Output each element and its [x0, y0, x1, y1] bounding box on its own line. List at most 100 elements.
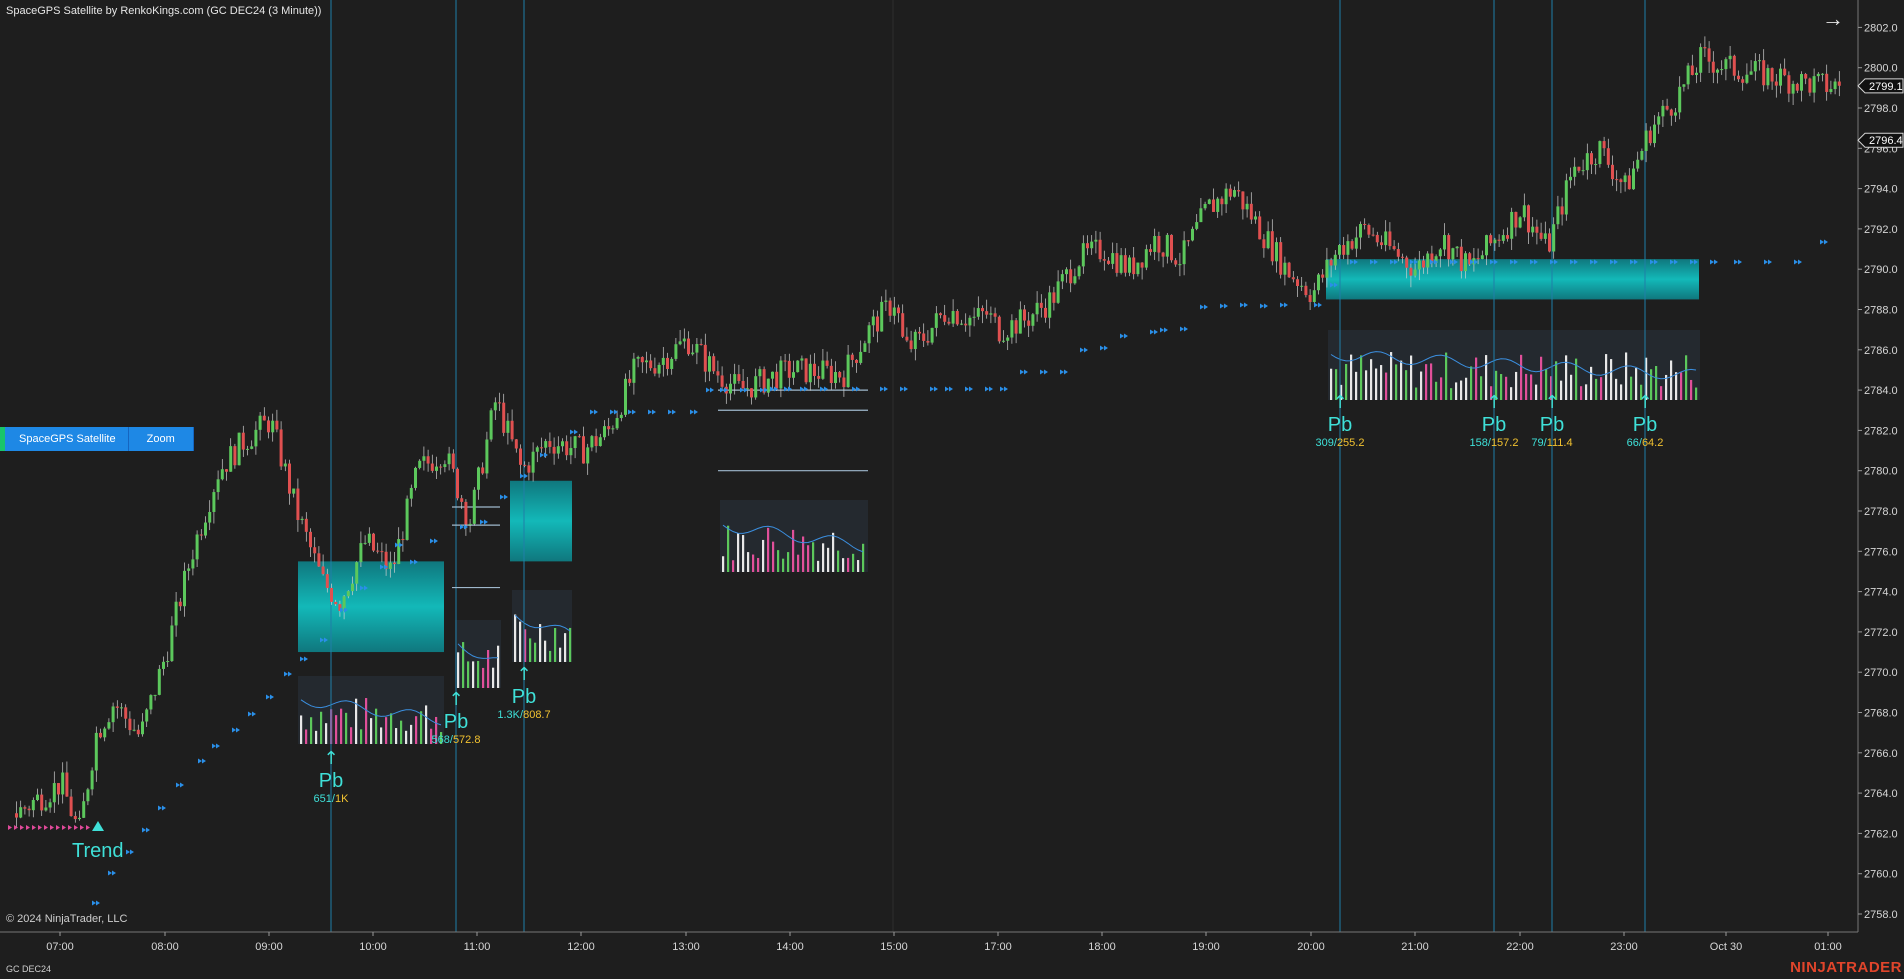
candle-down — [1447, 235, 1451, 260]
signal-arrow-marker — [628, 409, 636, 415]
volume-bar — [1335, 369, 1338, 400]
volume-bar — [1665, 374, 1668, 400]
candle-up — [682, 338, 686, 342]
candle-down — [607, 426, 611, 430]
volume-bar — [492, 667, 495, 688]
candle-up — [409, 487, 413, 499]
arrow-right-icon[interactable]: → — [1822, 6, 1844, 31]
candle-up — [292, 488, 296, 494]
signal-arrow-marker — [1530, 259, 1538, 265]
candle-up — [405, 498, 409, 540]
candle-up — [871, 316, 875, 326]
candle-down — [565, 441, 569, 456]
candle-up — [1006, 337, 1010, 341]
candle-up — [1829, 89, 1833, 92]
volume-bar — [1560, 380, 1563, 400]
candle-down — [330, 587, 333, 602]
signal-arrow-marker — [965, 386, 973, 392]
candle-down — [1648, 130, 1652, 144]
spacegps-satellite-button[interactable]: SpaceGPS Satellite — [5, 427, 129, 451]
candle-up — [78, 817, 81, 820]
pullback-volume: 158/157.2 — [1470, 437, 1519, 449]
candle-up — [1111, 253, 1115, 264]
candle-up — [447, 453, 451, 465]
signal-arrow-marker — [720, 387, 728, 393]
pullback-label: Pb — [512, 686, 536, 708]
candle-up — [1501, 235, 1505, 241]
candle-up — [212, 492, 216, 512]
candle-up — [863, 343, 867, 352]
candle-down — [1787, 75, 1791, 94]
signal-arrow-marker — [760, 387, 768, 393]
y-axis[interactable]: 2758.0 2760.0 2762.0 2764.0 2766.0 2768.0 2770… — [1857, 0, 1904, 932]
zoom-button[interactable]: Zoom — [128, 427, 194, 451]
candle-down — [1186, 240, 1190, 242]
candle-up — [808, 363, 812, 383]
signal-arrow-marker — [1570, 259, 1578, 265]
x-axis[interactable]: 07:00 08:00 09:00 10:00 11:00 12:00 13:00 14:00… — [0, 931, 1858, 953]
candle-up — [1569, 176, 1572, 181]
volume-bar — [762, 539, 765, 572]
trend-arrow-marker — [74, 825, 78, 830]
volume-bar — [842, 558, 845, 572]
signal-arrow-marker — [1550, 259, 1558, 265]
candle-down — [628, 378, 632, 383]
candle-up — [283, 463, 287, 467]
signal-arrow-marker — [852, 386, 860, 392]
candle-down — [304, 518, 308, 532]
volume-bar — [1425, 364, 1428, 400]
candle-down — [838, 371, 842, 378]
signal-arrow-marker — [880, 386, 888, 392]
volume-bar — [365, 698, 368, 744]
candle-down — [65, 772, 69, 797]
candle-up — [195, 534, 199, 560]
candle-up — [1048, 292, 1052, 318]
signal-arrow-marker — [126, 849, 134, 855]
candle-up — [1300, 285, 1304, 287]
signal-arrow-marker — [1690, 259, 1698, 265]
candle-up — [1657, 116, 1661, 125]
y-tick-label: 2780.0 — [1864, 466, 1898, 478]
candle-up — [884, 300, 888, 302]
candle-down — [1627, 175, 1631, 190]
candle-down — [1132, 257, 1136, 275]
trend-arrow-marker — [50, 825, 54, 830]
volume-bar — [727, 525, 730, 572]
candle-down — [1808, 78, 1812, 93]
candle-up — [397, 539, 401, 565]
candle-up — [1018, 309, 1022, 334]
volume-bar — [559, 647, 562, 662]
pullback-up-arrow-icon: ↑ — [1544, 392, 1559, 413]
candle-up — [913, 331, 917, 350]
candle-down — [829, 365, 833, 384]
zones-layer — [298, 259, 1699, 653]
volume-bar — [1395, 364, 1398, 400]
candle-down — [1107, 260, 1110, 264]
volume-bar — [360, 729, 363, 744]
candle-down — [1468, 253, 1472, 265]
pullback-volume: 79/111.4 — [1531, 437, 1572, 449]
volume-bar — [539, 624, 542, 662]
signal-arrow-marker — [740, 387, 748, 393]
candle-up — [153, 694, 157, 696]
candle-down — [1388, 231, 1392, 247]
candle-down — [1052, 292, 1056, 303]
candle-up — [254, 429, 258, 447]
candle-down — [909, 340, 913, 350]
candle-down — [502, 402, 506, 433]
volume-bar — [1330, 368, 1333, 400]
pullback-volume: 651/1K — [314, 793, 350, 805]
volume-bar — [737, 533, 740, 572]
candle-up — [779, 360, 783, 389]
candle-down — [1149, 249, 1152, 252]
candle-down — [737, 374, 741, 381]
candle-down — [712, 356, 716, 372]
candle-up — [246, 448, 249, 450]
signal-arrow-marker — [320, 637, 328, 643]
candle-up — [569, 448, 573, 456]
volume-bar — [300, 715, 303, 744]
candle-down — [1602, 141, 1606, 149]
candle-up — [141, 721, 144, 735]
signal-arrow-marker — [770, 386, 778, 392]
